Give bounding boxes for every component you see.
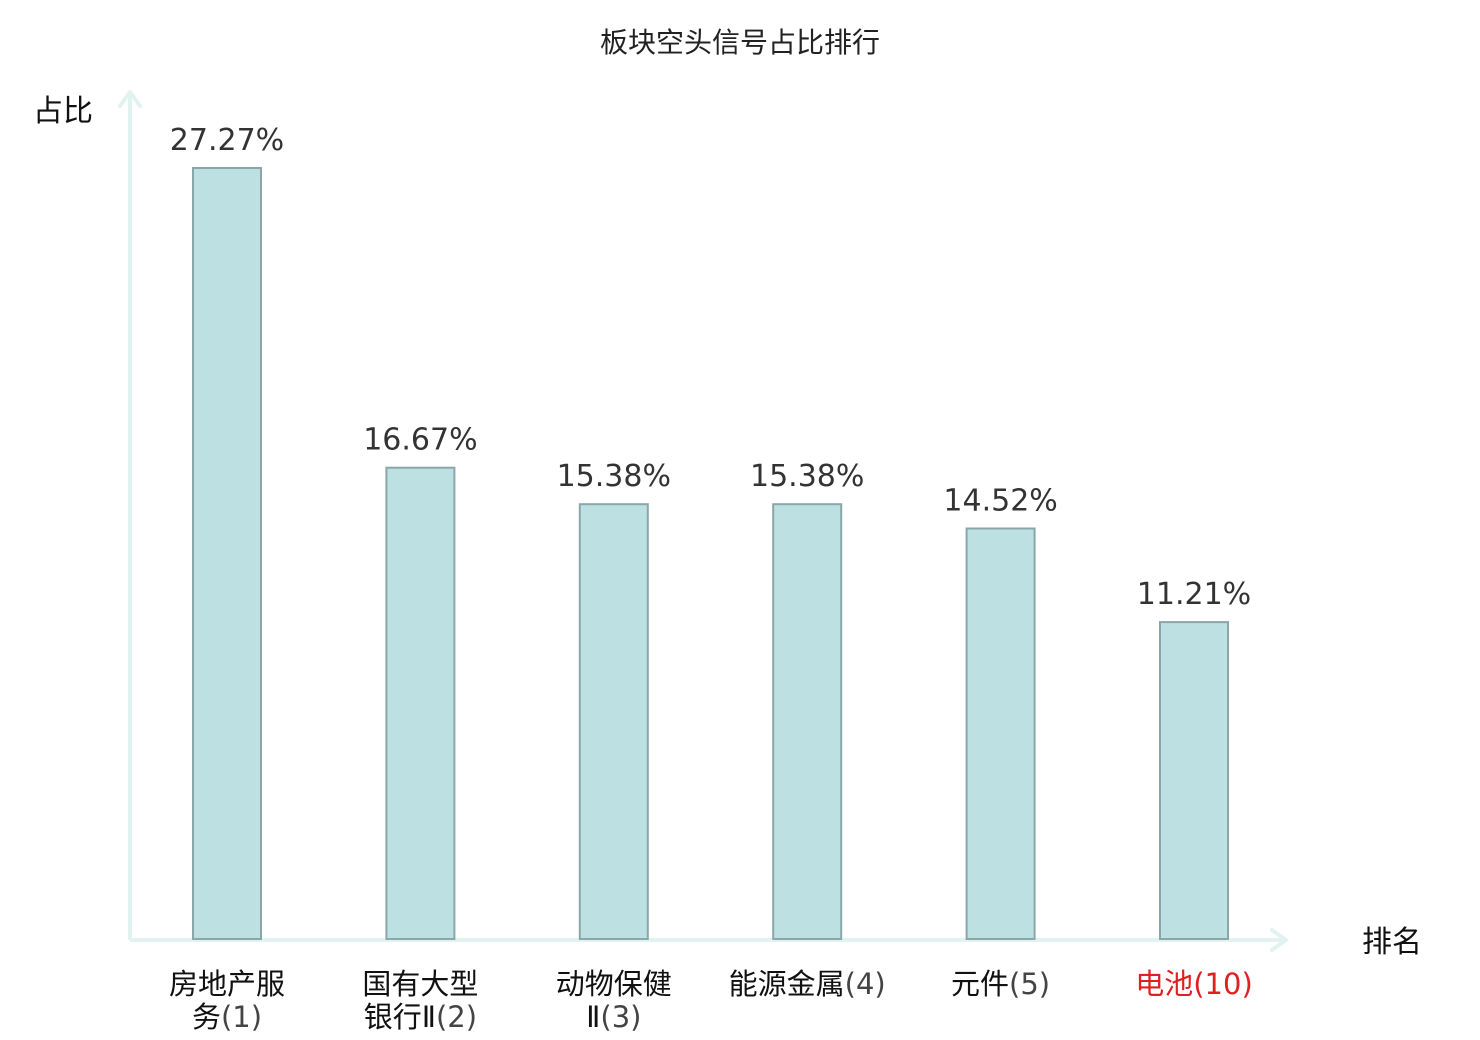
category-rank: (3)	[600, 1000, 641, 1034]
category-label-6-line-1: 电池(10)	[1135, 967, 1253, 1001]
bar-series	[192, 167, 1229, 940]
category-name: 动物保健	[556, 967, 672, 1001]
y-axis-arrow-icon	[118, 90, 142, 108]
value-label-4: 15.38%	[750, 459, 864, 494]
category-name: 元件	[951, 967, 1009, 1001]
category-name: 国有大型	[362, 967, 478, 1001]
category-rank: (5)	[1009, 967, 1050, 1001]
category-label-1-line-2: 务(1)	[192, 1000, 262, 1034]
x-axis-arrow-icon	[1270, 928, 1288, 952]
y-axis-label: 占比	[33, 94, 93, 129]
category-name: 房地产服	[169, 967, 285, 1001]
bar-1	[192, 167, 262, 940]
bar-5	[965, 527, 1036, 940]
bar-6	[1159, 621, 1229, 940]
value-label-6: 11.21%	[1137, 577, 1251, 612]
category-rank: (1)	[221, 1000, 262, 1034]
category-label-3-line-2: Ⅱ(3)	[586, 1000, 641, 1034]
category-name: Ⅱ	[586, 1000, 600, 1034]
category-rank: (10)	[1193, 967, 1253, 1001]
x-axis-label: 排名	[1362, 925, 1422, 960]
category-name: 能源金属	[729, 967, 845, 1001]
category-label-5-line-1: 元件(5)	[951, 967, 1050, 1001]
category-label-2-line-1: 国有大型	[362, 967, 478, 1001]
x-axis: 排名	[130, 925, 1422, 960]
value-label-2: 16.67%	[363, 423, 477, 458]
category-rank: (2)	[436, 1000, 477, 1034]
data-labels: 27.27% 16.67% 15.38% 15.38% 14.52% 11.21%	[170, 123, 1251, 612]
category-label-3-line-1: 动物保健	[556, 967, 672, 1001]
category-label-2-line-2: 银行Ⅱ(2)	[364, 1000, 477, 1034]
category-label-4-line-1: 能源金属(4)	[729, 967, 886, 1001]
category-name: 务	[192, 1000, 221, 1034]
category-rank: (4)	[845, 967, 886, 1001]
value-label-3: 15.38%	[557, 459, 671, 494]
value-label-5: 14.52%	[943, 484, 1057, 519]
value-label-1: 27.27%	[170, 123, 284, 158]
bar-3	[578, 503, 649, 940]
bar-2	[385, 466, 456, 940]
chart-title: 板块空头信号占比排行	[600, 26, 880, 59]
category-name: 电池	[1135, 967, 1193, 1001]
bar-4	[772, 503, 843, 940]
category-label-1-line-1: 房地产服	[169, 967, 285, 1001]
y-axis: 占比	[33, 90, 142, 940]
category-name: 银行Ⅱ	[364, 1000, 436, 1034]
